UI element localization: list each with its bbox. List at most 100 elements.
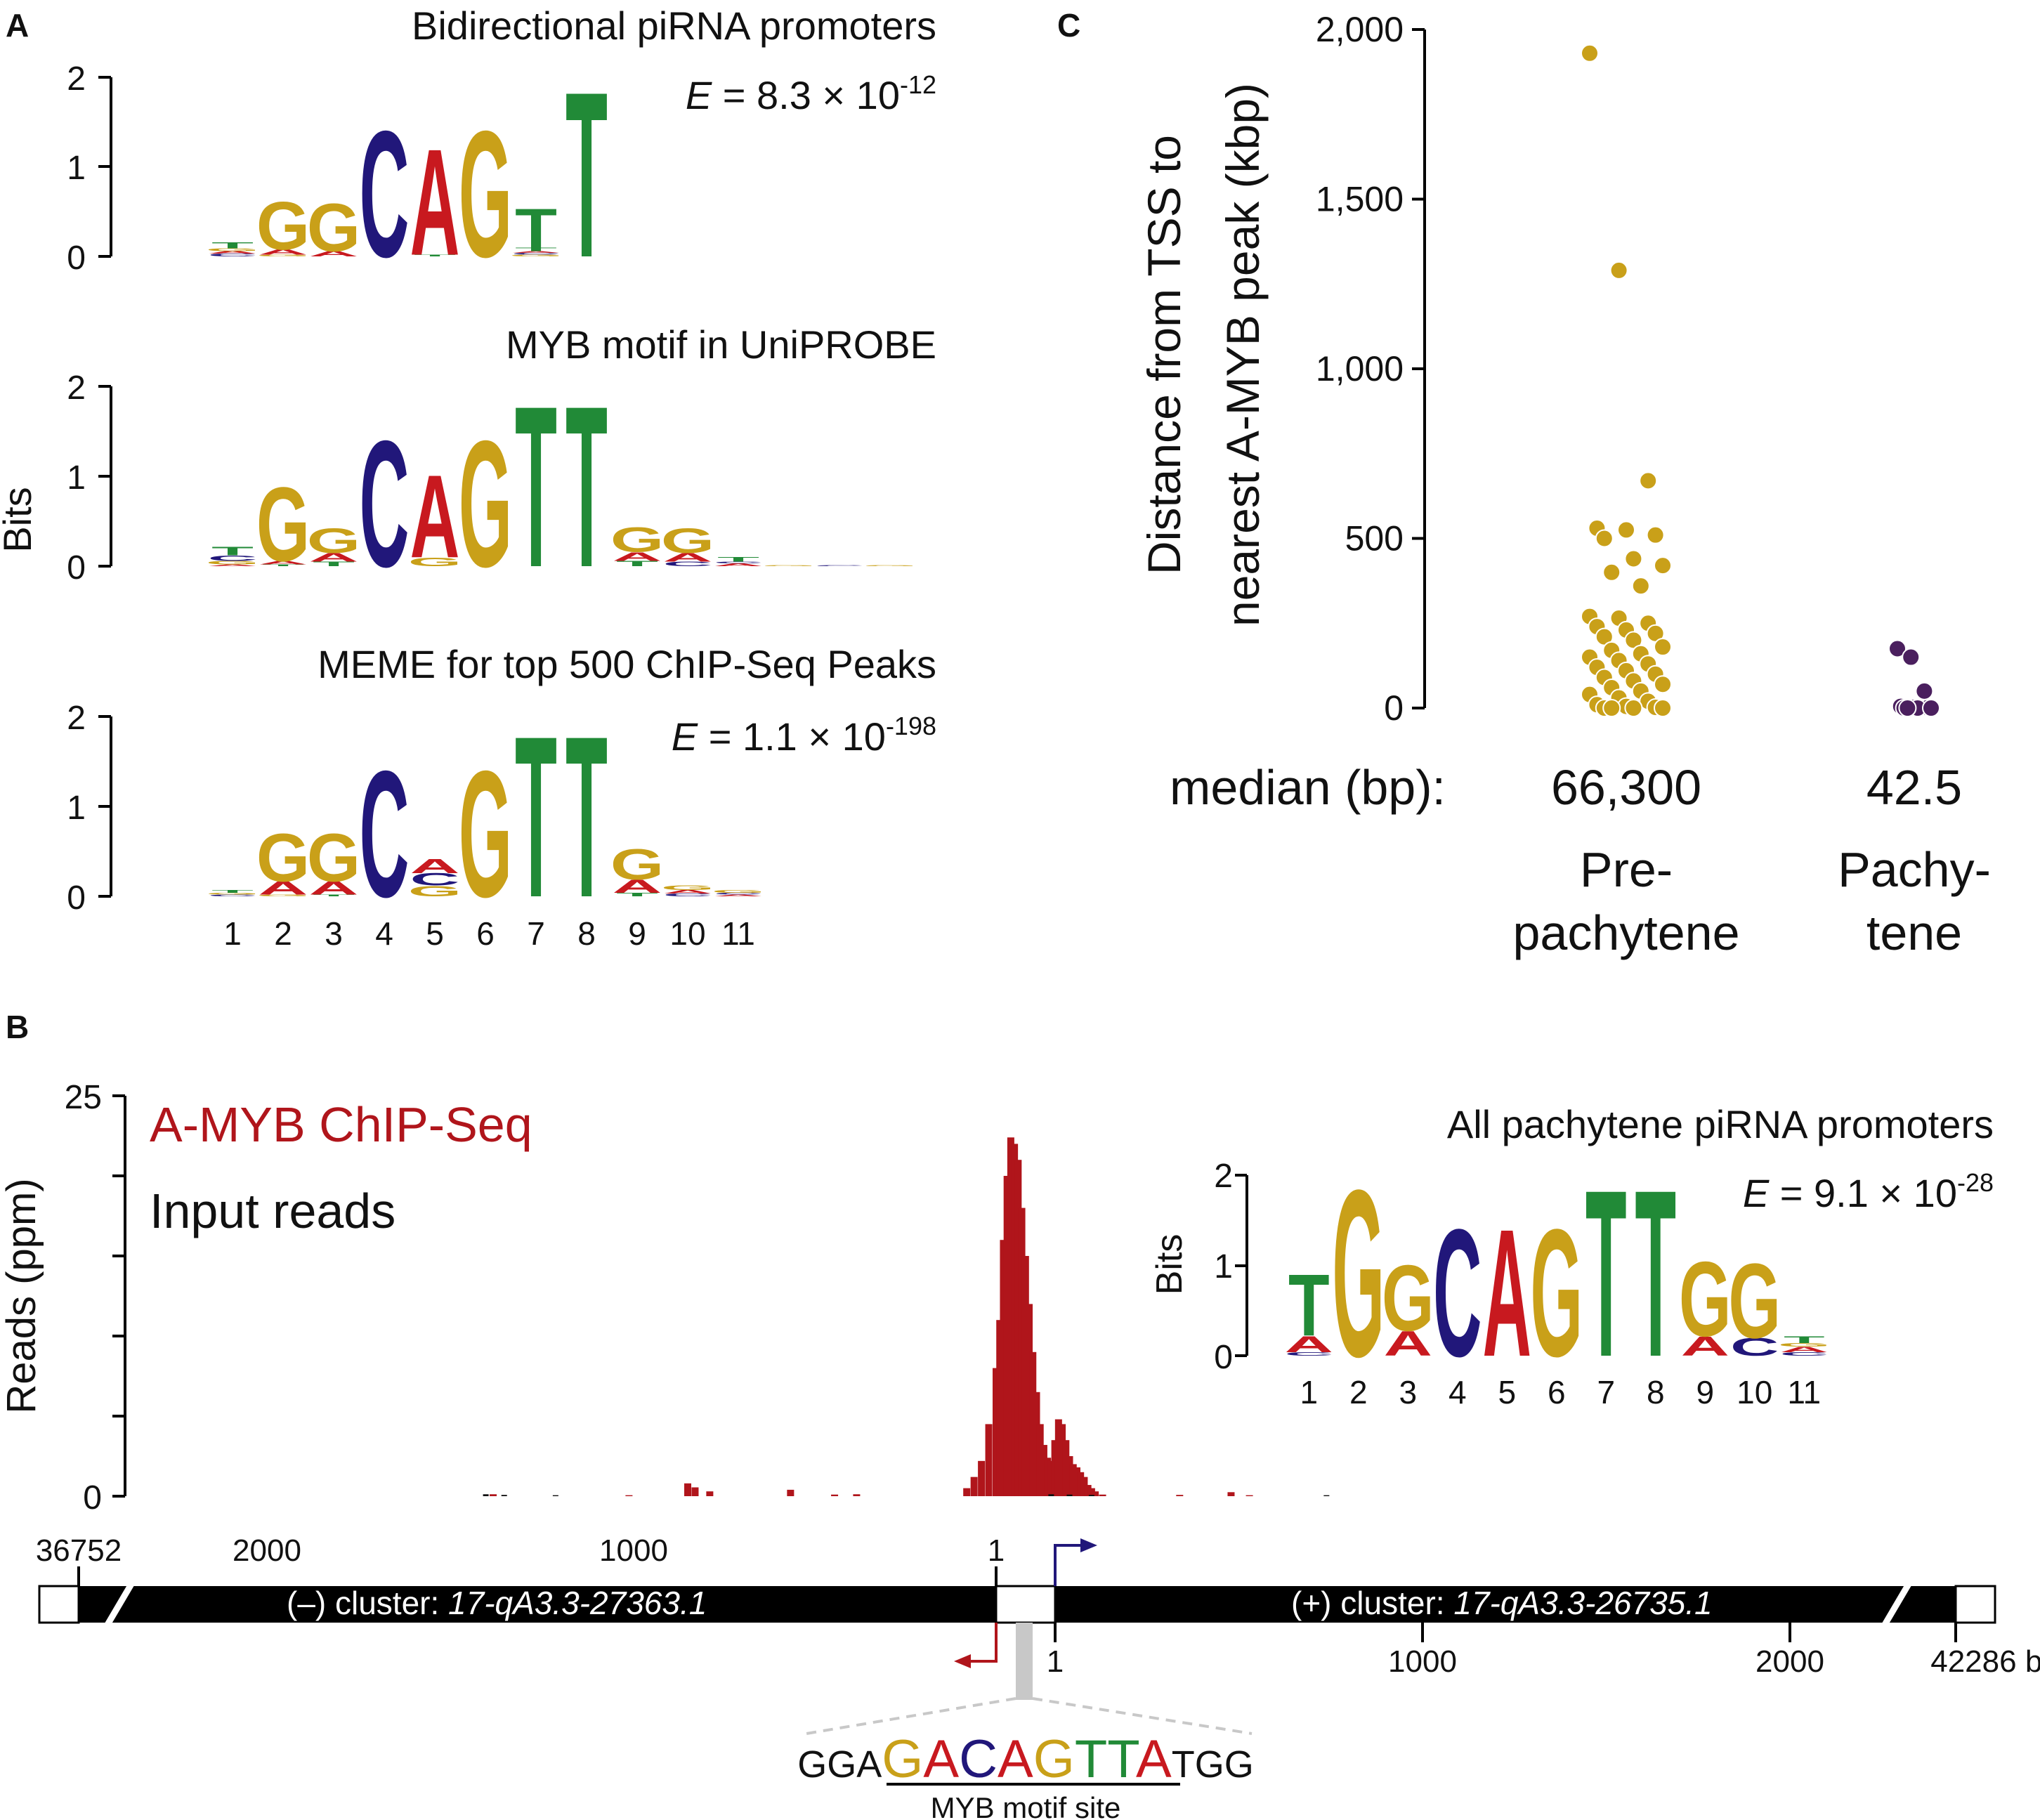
- logo-letter-C: C: [663, 893, 713, 897]
- median-prepachytene: 66,300: [1551, 760, 1701, 815]
- ytick-label: 500: [1345, 519, 1404, 558]
- scatter-point: [1617, 521, 1635, 539]
- motif-base: A: [1136, 1729, 1172, 1789]
- chip-bar: [1245, 1495, 1253, 1496]
- plus-tss-arrowhead: [1080, 1538, 1097, 1552]
- logo-x-tick-label: 9: [1696, 1374, 1714, 1410]
- logo-x-tick-label: 2: [274, 915, 292, 952]
- chip-bar: [684, 1483, 692, 1496]
- chip-bar: [1227, 1492, 1235, 1496]
- chip-bar: [853, 1494, 861, 1496]
- legend-chip-seq: A-MYB ChIP-Seq: [150, 1097, 532, 1152]
- ytick-label: 2,000: [1316, 10, 1404, 49]
- input-bar: [501, 1495, 507, 1496]
- logo-letter-T: T: [1635, 1139, 1676, 1406]
- chip-bar: [1007, 1137, 1014, 1496]
- logo-letter-A: A: [208, 250, 258, 254]
- chip-bar: [1077, 1472, 1085, 1496]
- chip-bar: [1069, 1464, 1077, 1496]
- motif-site-label: MYB motif site: [931, 1791, 1121, 1820]
- logo-letter-C: C: [360, 94, 410, 296]
- scatter-point: [1624, 699, 1643, 717]
- logo-title: Bidirectional piRNA promoters: [412, 4, 936, 48]
- input-bar: [483, 1494, 489, 1496]
- logo-letter-A: A: [259, 248, 308, 256]
- top-tick-label: 1000: [599, 1533, 668, 1568]
- logo-letter-A: A: [714, 894, 764, 897]
- track-end-box-right: [1954, 1585, 1996, 1624]
- logo-letter-G: G: [1530, 1192, 1583, 1395]
- logo-letter-G: G: [256, 465, 310, 583]
- logo-letter-A: A: [410, 451, 460, 583]
- logo-letter-C: C: [410, 870, 460, 890]
- logo-x-tick-label: 3: [325, 915, 343, 952]
- logo-letter-G: G: [661, 884, 714, 891]
- motif-base: T: [1075, 1729, 1107, 1789]
- minus-tss-arrowhead: [954, 1654, 971, 1668]
- logo-x-tick-label: 5: [1498, 1374, 1516, 1410]
- logo-letter-A: A: [309, 249, 359, 258]
- axis-break-right: [1880, 1578, 1914, 1630]
- chip-bar: [1059, 1424, 1066, 1496]
- logo-x-tick-label: 4: [1449, 1374, 1467, 1410]
- logo-letter-T: T: [211, 240, 254, 250]
- group-label-line1: Pachy-: [1838, 842, 1991, 897]
- logo-x-ticks: 1 2 3 4 5 6 7 8 9 10 11: [1300, 1374, 1821, 1410]
- logo-title: MEME for top 500 ChIP-Seq Peaks: [318, 642, 936, 686]
- logo-letter-A: A: [259, 560, 308, 565]
- input-bar: [552, 1495, 558, 1496]
- logo-letter-C: C: [1780, 1351, 1829, 1357]
- logo-letter-C: C: [1285, 1351, 1333, 1357]
- chip-bar: [996, 1320, 1004, 1496]
- logo-letter-T: T: [616, 559, 658, 568]
- logo-letter-A: A: [1384, 1325, 1432, 1364]
- logo-x-tick-label: 10: [669, 915, 705, 952]
- logo-letter-G: G: [307, 190, 360, 266]
- chip-bar: [993, 1368, 1000, 1496]
- logo-letter-G: G: [307, 522, 360, 561]
- logo-letter-T: T: [515, 197, 557, 259]
- logo-letter-A: A: [410, 117, 460, 287]
- logo-letter-G: G: [459, 94, 512, 296]
- ytick-label: 1: [67, 459, 86, 497]
- logo-letter-C: C: [208, 894, 258, 897]
- panel-b: B Reads (ppm) 25 0 A-MYB ChIP-Seq Input …: [0, 1009, 2040, 1820]
- logo-letter-A: A: [663, 889, 713, 895]
- logo-ylabel: Bits: [1149, 1234, 1190, 1295]
- scatter-point: [1602, 699, 1621, 717]
- logo-letter-A: A: [1681, 1331, 1730, 1362]
- ytick-label: 1,500: [1316, 180, 1404, 219]
- logo-letter-T: T: [1288, 1256, 1330, 1354]
- motif-base: A: [923, 1729, 959, 1789]
- logo-letter-C: C: [714, 561, 764, 564]
- ytick-label: 1: [67, 790, 86, 827]
- panel-c-ylabel-line1: Distance from TSS to: [1138, 135, 1190, 575]
- chip-bar: [985, 1424, 993, 1496]
- motif-base: G: [1033, 1729, 1075, 1789]
- logo-letter-T: T: [211, 544, 254, 558]
- legend-input-reads: Input reads: [150, 1184, 395, 1238]
- minus-cluster-bar: [79, 1586, 996, 1623]
- chip-bar: [1036, 1424, 1044, 1496]
- scatter-point: [1609, 261, 1628, 280]
- minus-cluster-label: (–) cluster: 17-qA3.3-27363.1: [287, 1585, 707, 1621]
- chip-bar: [1011, 1144, 1019, 1496]
- ytick-label: 0: [83, 1479, 102, 1517]
- promoter-gap-box: [995, 1585, 1057, 1624]
- ytick-label: 0: [67, 879, 86, 917]
- panel-b-label: B: [6, 1009, 29, 1045]
- logo-letter-A: A: [309, 551, 359, 565]
- plus-cluster-bar: [1055, 1586, 1956, 1623]
- logo-x-tick-label: 6: [476, 915, 495, 952]
- scatter-point: [1595, 529, 1614, 548]
- logo-x-tick-label: 6: [1548, 1374, 1566, 1410]
- logo-all-pachytene: All pachytene piRNA promoters E = 9.1 × …: [1149, 1102, 1994, 1410]
- logo-letter-C: C: [511, 252, 561, 255]
- logo-letter-G: G: [509, 254, 563, 257]
- logo-letter-G: G: [1332, 1139, 1385, 1406]
- logo-letter-T: T: [1585, 1139, 1627, 1406]
- chip-bar: [1040, 1445, 1047, 1496]
- logo-x-tick-label: 7: [1597, 1374, 1615, 1410]
